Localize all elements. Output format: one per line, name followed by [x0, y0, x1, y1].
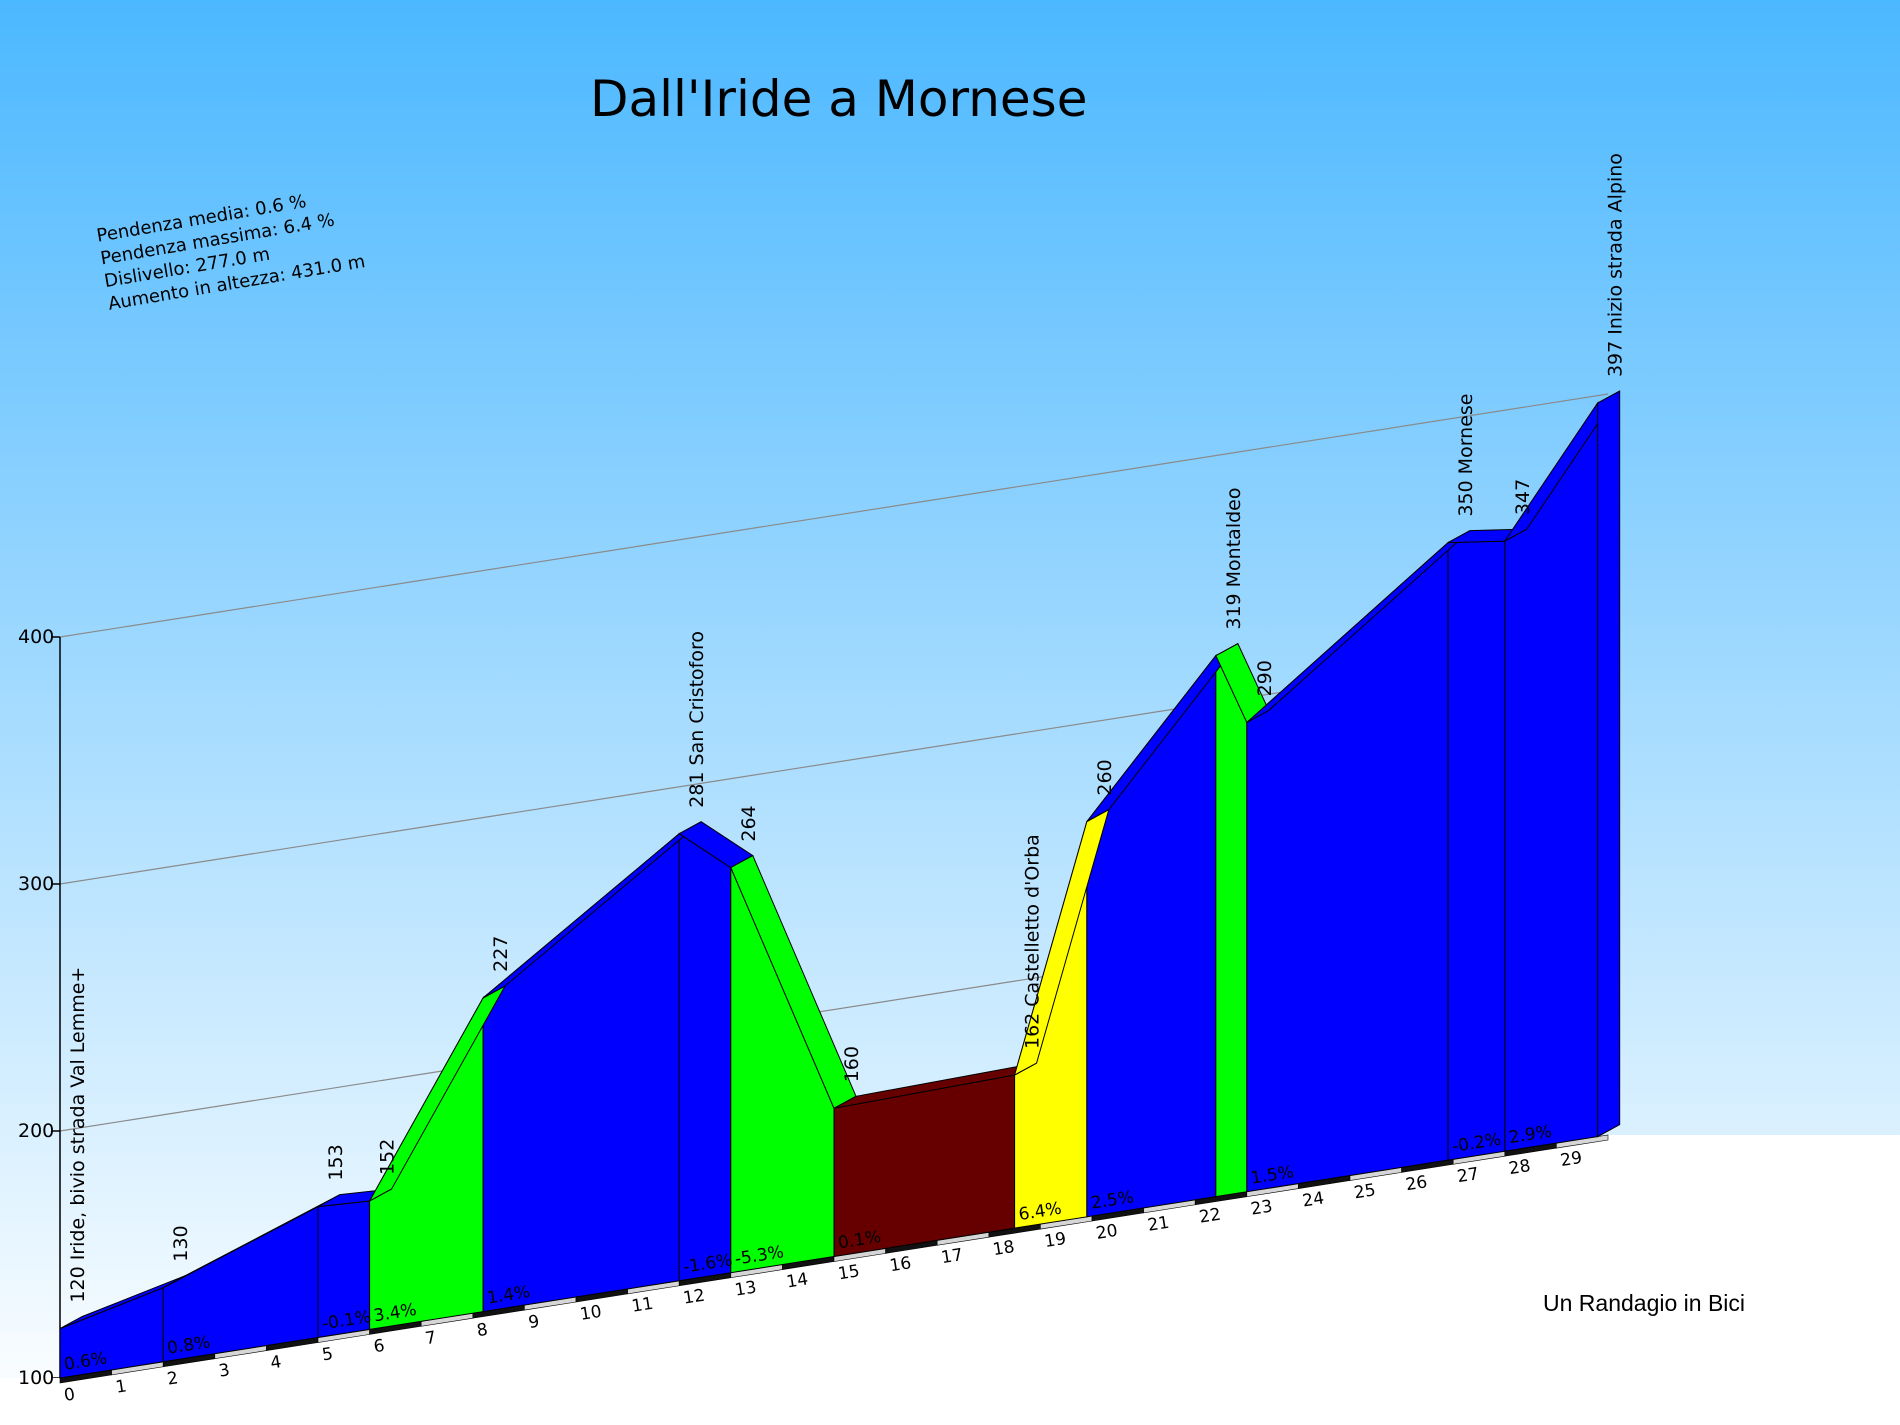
ground-area	[0, 1135, 1900, 1425]
x-tick-label-27: 27	[1456, 1164, 1481, 1187]
segment-front-10	[1215, 655, 1248, 1198]
x-tick-label-23: 23	[1249, 1196, 1274, 1219]
x-tick-label-15: 15	[837, 1261, 862, 1284]
x-tick-label-5: 5	[321, 1344, 335, 1365]
segment-front-12	[1447, 540, 1506, 1161]
point-label-8: 162 Castelletto d'Orba	[1022, 834, 1044, 1049]
point-label-2: 153	[325, 1144, 347, 1180]
x-tick-label-3: 3	[217, 1360, 231, 1381]
profile-top-faces	[59, 390, 1621, 1330]
x-tick-label-14: 14	[785, 1269, 810, 1292]
point-label-6: 264	[738, 805, 760, 841]
x-tick-label-9: 9	[527, 1312, 541, 1333]
y-tick-label-400: 400	[18, 626, 54, 648]
y-tick-label-200: 200	[18, 1120, 54, 1142]
x-tick-label-16: 16	[888, 1253, 913, 1276]
x-tick-label-22: 22	[1198, 1205, 1223, 1228]
x-tick-label-11: 11	[630, 1294, 655, 1317]
x-tick-label-7: 7	[424, 1328, 438, 1349]
x-tick-label-18: 18	[991, 1237, 1016, 1260]
point-label-5: 281 San Cristoforo	[686, 631, 708, 808]
point-label-14: 397 Inizio strada Alpino	[1605, 153, 1627, 377]
x-tick-label-6: 6	[372, 1336, 386, 1357]
x-tick-label-20: 20	[1095, 1221, 1120, 1244]
point-label-10: 319 Montaldeo	[1223, 488, 1245, 630]
point-label-12: 350 Mornese	[1455, 393, 1477, 516]
x-tick-label-17: 17	[940, 1245, 965, 1268]
x-tick-label-21: 21	[1146, 1213, 1171, 1236]
x-tick-label-4: 4	[269, 1352, 283, 1373]
x-tick-label-0: 0	[63, 1384, 77, 1405]
x-tick-label-2: 2	[166, 1368, 180, 1389]
x-tick-label-28: 28	[1507, 1156, 1532, 1179]
x-tick-label-25: 25	[1353, 1180, 1378, 1203]
x-tick-label-13: 13	[733, 1277, 758, 1300]
x-tick-label-8: 8	[475, 1320, 489, 1341]
point-label-4: 227	[490, 936, 512, 972]
gridline-400	[59, 393, 1609, 638]
baseline	[0, 1134, 1900, 1425]
y-tick-label-100: 100	[18, 1367, 54, 1389]
point-label-11: 290	[1254, 660, 1276, 696]
x-tick-label-10: 10	[579, 1302, 604, 1325]
y-tick-label-300: 300	[18, 873, 54, 895]
x-tick-label-26: 26	[1404, 1172, 1429, 1195]
segment-end-face	[1597, 390, 1621, 1138]
author-credit: Un Randagio in Bici	[1543, 1290, 1746, 1316]
chart-title: Dall'Iride a Mornese	[590, 70, 1088, 128]
x-tick-label-12: 12	[682, 1286, 707, 1309]
point-label-0: 120 Iride, bivio strada Val Lemme+	[67, 967, 89, 1303]
point-label-13: 347	[1512, 479, 1534, 515]
segment-front-5	[678, 832, 732, 1282]
x-tick-label-29: 29	[1559, 1148, 1584, 1171]
x-tick-label-1: 1	[114, 1376, 128, 1397]
point-label-9: 260	[1094, 759, 1116, 795]
point-label-7: 160	[841, 1046, 863, 1082]
point-label-1: 130	[170, 1225, 192, 1261]
x-tick-label-24: 24	[1301, 1188, 1326, 1211]
point-label-3: 152	[377, 1139, 399, 1175]
x-tick-label-19: 19	[1043, 1229, 1068, 1252]
